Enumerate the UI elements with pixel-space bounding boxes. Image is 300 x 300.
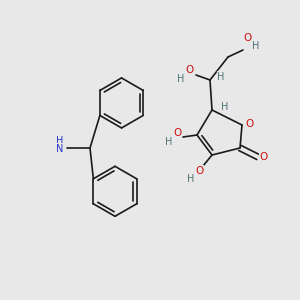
Text: O: O [245,119,253,129]
Text: H: H [177,74,185,84]
Text: H: H [187,174,195,184]
Text: O: O [195,166,203,176]
Text: H: H [56,136,64,146]
Text: O: O [244,33,252,43]
Text: O: O [260,152,268,162]
Text: O: O [173,128,181,138]
Text: N: N [56,144,64,154]
Text: H: H [221,102,229,112]
Text: O: O [186,65,194,75]
Text: H: H [252,41,260,51]
Text: H: H [165,137,173,147]
Text: H: H [217,72,225,82]
